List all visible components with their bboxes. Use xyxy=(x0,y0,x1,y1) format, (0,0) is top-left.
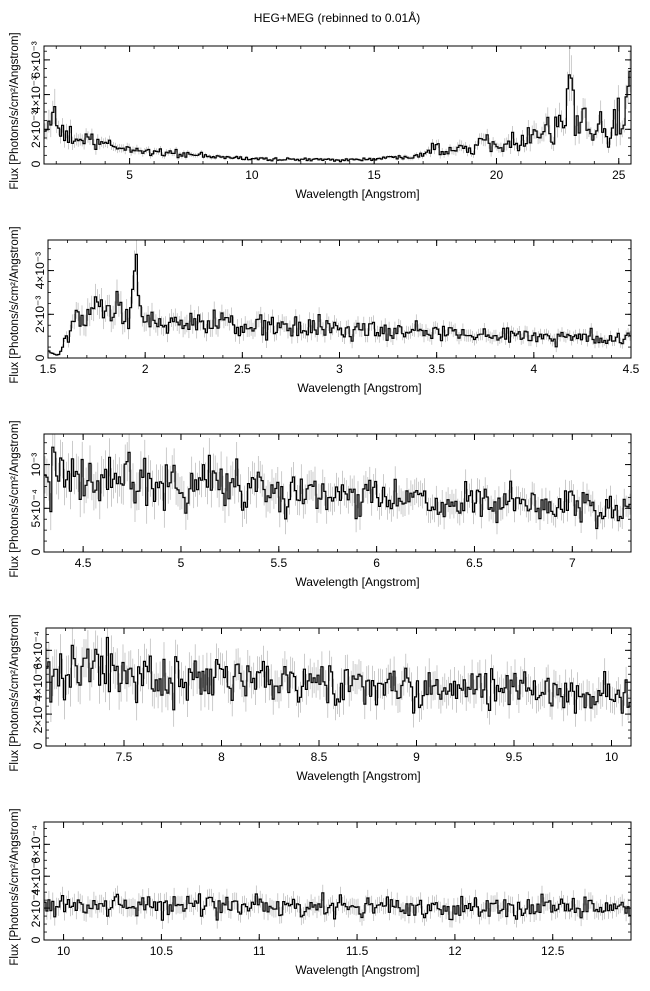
chart-panel-1: 5 10 15 20 25 0 2×10⁻³4×10⁻³6×10⁻³ Wavelength [… xyxy=(9,32,632,201)
x-tick-label: 7 xyxy=(569,556,576,570)
chart-panel-5: 10 10.5 11 11.5 12 12.5 0 2×10⁻⁴4×10⁻⁴6×10⁻⁴ Wav… xyxy=(9,808,632,977)
chart-panel-2: 1.5 2 2.5 3 3.5 4 4.5 0 2×10⁻³ 4×10⁻³ Wavelength [… xyxy=(9,226,640,395)
x-tick-label: 4 xyxy=(530,362,537,376)
x-tick-label: 4.5 xyxy=(623,362,640,376)
x-tick-label: 12.5 xyxy=(541,944,565,958)
spectrum-line-1 xyxy=(44,70,631,163)
y-tick-label: 6×10⁻⁴ xyxy=(29,825,43,864)
chart-panel-4: 7.5 8 8.5 9 9.5 10 0 2×10⁻⁴4×10⁻⁴6×10⁻⁴ Waveleng… xyxy=(9,614,632,783)
x-tick-label: 12 xyxy=(448,944,462,958)
x-tick-label: 25 xyxy=(612,168,626,182)
x-tick-label: 8.5 xyxy=(311,750,328,764)
y-axis-label: Flux [Photons/s/cm²/Angstrom] xyxy=(9,420,21,577)
y-axis-label: Flux [Photons/s/cm²/Angstrom] xyxy=(9,226,21,383)
plot-frame-3 xyxy=(43,433,632,553)
x-axis-label: Wavelength [Angstrom] xyxy=(295,963,419,977)
error-bars-2 xyxy=(48,240,631,356)
x-tick-label: 5 xyxy=(126,168,133,182)
x-tick-label: 10 xyxy=(245,168,259,182)
x-tick-label: 5 xyxy=(178,556,185,570)
spectrum-line-2 xyxy=(48,253,631,356)
x-tick-label: 10.5 xyxy=(150,944,174,958)
x-tick-label: 10 xyxy=(605,750,619,764)
y-tick-label: 5×10⁻⁴ xyxy=(29,489,43,528)
x-axis-label: Wavelength [Angstrom] xyxy=(295,187,419,201)
x-tick-label: 3.5 xyxy=(428,362,445,376)
x-tick-label: 1.5 xyxy=(40,362,57,376)
y-tick-label: 2×10⁻⁴ xyxy=(31,695,45,734)
spectrum-line-4 xyxy=(46,636,631,714)
x-axis-label: Wavelength [Angstrom] xyxy=(295,575,419,589)
y-tick-label: 2×10⁻³ xyxy=(29,111,43,148)
y-tick-label: 4×10⁻³ xyxy=(33,252,47,289)
y-tick-label: 4×10⁻⁴ xyxy=(31,663,45,702)
plot-frame-1 xyxy=(43,45,632,165)
x-tick-label: 2.5 xyxy=(234,362,251,376)
x-tick-label: 9.5 xyxy=(506,750,523,764)
x-tick-label: 20 xyxy=(490,168,504,182)
y-tick-label: 0 xyxy=(29,936,43,943)
x-tick-label: 11 xyxy=(253,944,266,958)
y-tick-label: 2×10⁻³ xyxy=(33,296,47,333)
plot-frame-5 xyxy=(43,821,632,941)
spectrum-line-3 xyxy=(44,446,631,530)
y-tick-label: 0 xyxy=(33,354,47,361)
x-tick-label: 6.5 xyxy=(466,556,483,570)
y-tick-label: 4×10⁻³ xyxy=(29,76,43,113)
x-tick-label: 10 xyxy=(57,944,71,958)
error-bars-3 xyxy=(44,434,631,540)
y-tick-label: 4×10⁻⁴ xyxy=(29,857,43,896)
x-tick-label: 11.5 xyxy=(346,944,369,958)
y-tick-label: 0 xyxy=(31,742,45,749)
x-tick-label: 8 xyxy=(218,750,225,764)
y-axis-label: Flux [Photons/s/cm²/Angstrom] xyxy=(9,614,21,771)
y-tick-label: 2×10⁻⁴ xyxy=(29,889,43,928)
figure-title: HEG+MEG (rebinned to 0.01Å) xyxy=(254,10,420,25)
x-axis-label: Wavelength [Angstrom] xyxy=(297,381,421,395)
spectrum-line-5 xyxy=(44,892,631,921)
y-tick-label: 10⁻³ xyxy=(29,453,43,477)
error-bars-4 xyxy=(46,628,631,728)
x-tick-label: 2 xyxy=(142,362,149,376)
y-tick-label: 6×10⁻⁴ xyxy=(31,631,45,670)
error-bars-1 xyxy=(44,48,631,163)
x-tick-label: 4.5 xyxy=(75,556,92,570)
y-axis-label: Flux [Photons/s/cm²/Angstrom] xyxy=(9,32,21,189)
x-tick-label: 3 xyxy=(336,362,343,376)
y-tick-label: 6×10⁻³ xyxy=(29,41,43,78)
y-tick-label: 0 xyxy=(29,548,43,555)
x-tick-label: 9 xyxy=(413,750,420,764)
x-axis-label: Wavelength [Angstrom] xyxy=(296,769,420,783)
y-axis-label: Flux [Photons/s/cm²/Angstrom] xyxy=(9,808,21,965)
plot-frame-4 xyxy=(45,627,632,747)
x-tick-label: 15 xyxy=(368,168,382,182)
y-tick-label: 0 xyxy=(29,160,43,167)
x-tick-label: 6 xyxy=(373,556,380,570)
x-tick-label: 7.5 xyxy=(116,750,133,764)
chart-panel-3: 4.5 5 5.5 6 6.5 7 0 5×10⁻⁴ 10⁻³ Wavelength [Angst… xyxy=(9,420,632,589)
x-tick-label: 5.5 xyxy=(270,556,287,570)
